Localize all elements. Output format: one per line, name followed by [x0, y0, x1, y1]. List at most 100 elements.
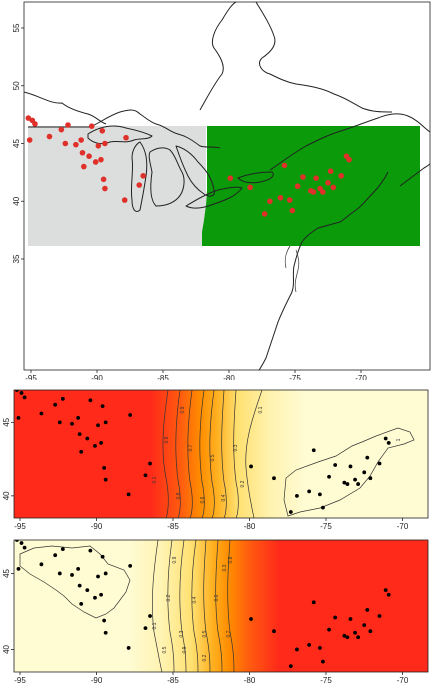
- sample-point: [16, 566, 21, 571]
- sample-point: [342, 633, 347, 638]
- sample-point: [57, 420, 62, 425]
- contour-label: 0.6: [200, 496, 206, 503]
- site-point: [227, 175, 234, 181]
- contour-label: 0.9: [164, 436, 170, 443]
- x-tick-label: -70: [397, 522, 409, 531]
- sample-point: [143, 473, 148, 478]
- site-point: [343, 153, 350, 160]
- sample-point: [327, 474, 331, 479]
- sample-point: [362, 470, 367, 475]
- site-point: [247, 184, 253, 191]
- site-point: [319, 189, 326, 195]
- site-point: [32, 121, 38, 127]
- sample-point: [102, 618, 107, 623]
- site-point: [330, 184, 337, 191]
- sample-point: [77, 583, 82, 588]
- y-tick-label: 50: [12, 81, 21, 90]
- sample-point: [93, 595, 97, 600]
- site-point: [81, 163, 87, 170]
- y-tick-label: 40: [2, 491, 11, 500]
- panel3-frame: [13, 539, 429, 673]
- sample-point: [383, 588, 388, 593]
- contour-label: 0.5: [162, 646, 168, 653]
- sample-point: [295, 647, 299, 652]
- site-point: [310, 189, 317, 195]
- probability-map-east-high: 0.90.80.70.60.50.40.30.20.10.10.91 -95 -9…: [2, 389, 429, 531]
- contour-label: 0.1: [152, 476, 158, 483]
- contour-labels: 0.1 0.2 0.3 0.4 0.5 0.6 0.7 0.8 0.9 0.9 0.5 0.2 0.3: [152, 556, 234, 661]
- west-sample-outline: [19, 545, 131, 619]
- site-point: [100, 176, 107, 183]
- sample-point: [295, 493, 299, 498]
- west-region: [28, 126, 206, 246]
- site-point: [313, 175, 319, 181]
- site-point: [99, 127, 106, 134]
- site-point: [289, 207, 296, 214]
- sample-point: [126, 492, 131, 497]
- sample-point: [15, 540, 19, 542]
- site-point: [140, 173, 146, 179]
- x-tick-label: -85: [167, 522, 179, 531]
- sample-point: [288, 510, 293, 514]
- sample-point: [22, 545, 27, 550]
- sample-point: [383, 436, 388, 441]
- sample-point: [76, 566, 81, 571]
- site-point: [261, 211, 268, 217]
- contour-label: 0.7: [188, 444, 194, 451]
- sample-point: [93, 443, 97, 448]
- site-point: [121, 197, 128, 203]
- x-tick-label: -80: [244, 676, 256, 685]
- sample-point: [327, 627, 331, 632]
- contour-lines: [151, 540, 235, 672]
- contour-labels: 0.9 0.8 0.7 0.6 0.5 0.4 0.3 0.2 0.1 0.1 0.9 1: [152, 406, 402, 503]
- contour-label: 0.9: [180, 406, 186, 413]
- contour-label: 0.5: [202, 630, 208, 637]
- site-point: [86, 153, 92, 160]
- site-point: [79, 149, 86, 156]
- contour-label: 0.9: [172, 556, 178, 563]
- sample-point: [103, 571, 108, 576]
- sample-point: [353, 630, 357, 635]
- sample-point: [99, 592, 103, 597]
- sample-point: [345, 482, 350, 486]
- sample-point: [39, 411, 44, 416]
- contour-label: 0.1: [152, 622, 158, 629]
- site-point: [58, 126, 65, 133]
- site-point: [62, 140, 69, 147]
- sample-point: [333, 615, 338, 620]
- x-tick-label: -85: [167, 676, 179, 685]
- site-point: [26, 137, 33, 143]
- x-tick-label: -90: [91, 374, 103, 380]
- sample-point: [88, 398, 93, 403]
- sample-point: [249, 617, 253, 621]
- y-tick-label: 45: [2, 417, 11, 426]
- sample-point: [60, 396, 65, 401]
- region-map: -95 -90 -85 -80 -75 -70 55 50 45 40 35: [12, 1, 431, 380]
- sample-point: [103, 420, 108, 425]
- site-points: [25, 115, 352, 217]
- sample-point: [88, 548, 93, 553]
- contour-label: 0.7: [226, 630, 232, 637]
- sample-point: [77, 432, 82, 436]
- x-tick-label: -95: [14, 522, 26, 531]
- contour-label: 0.3: [233, 444, 239, 451]
- contour-label: 0.9: [182, 646, 188, 653]
- probability-map-west-high: 0.10.20.30.40.50.60.70.80.90.90.50.20.3 …: [2, 539, 429, 685]
- probability-surface: [14, 390, 428, 518]
- sample-point: [249, 464, 253, 469]
- site-point: [338, 173, 345, 179]
- sample-point: [60, 547, 65, 552]
- sample-point: [148, 614, 152, 618]
- sample-point: [356, 635, 361, 640]
- sample-point: [342, 480, 347, 485]
- panel2-axes: -95 -90 -85 -80 -75 -70 45 40: [2, 417, 409, 531]
- site-point: [294, 183, 301, 190]
- y-tick-label: 40: [2, 644, 11, 653]
- site-point: [325, 179, 331, 186]
- sample-point: [307, 642, 312, 647]
- sample-point: [386, 441, 391, 445]
- site-point: [78, 137, 84, 143]
- sample-point: [39, 562, 44, 567]
- sample-point: [128, 563, 133, 568]
- sample-point: [53, 402, 58, 407]
